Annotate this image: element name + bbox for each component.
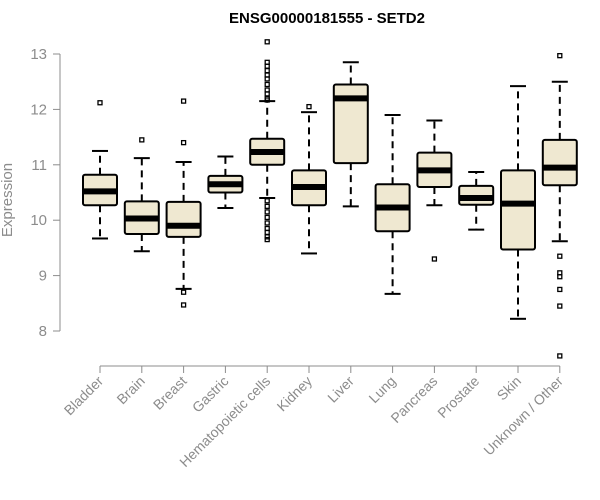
outlier-point: [264, 67, 270, 74]
box-bladder: [82, 100, 118, 240]
outlier-point: [557, 353, 563, 359]
chart-title: ENSG00000181555 - SETD2: [229, 10, 425, 27]
outlier-point: [264, 198, 270, 204]
outlier-point: [264, 97, 270, 103]
box-gastric: [207, 155, 244, 210]
outlier-point: [264, 220, 270, 226]
iqr-box: [541, 138, 578, 187]
box-pancreas: [416, 119, 453, 262]
outlier-point: [264, 234, 270, 240]
box-lung: [374, 113, 411, 295]
outlier-point: [139, 137, 145, 143]
outlier-point: [264, 209, 270, 215]
y-tick-label: 8: [39, 323, 47, 340]
y-tick-label: 11: [31, 157, 47, 174]
x-tick-label: Breast: [150, 373, 190, 413]
iqr-box: [500, 169, 536, 251]
outlier-point: [264, 229, 270, 236]
x-tick-label: Prostate: [434, 373, 482, 421]
outlier-point: [264, 39, 270, 45]
outlier-point: [557, 253, 563, 259]
outlier-point: [264, 81, 270, 88]
y-tick-label: 9: [39, 268, 47, 285]
y-tick-label: 12: [30, 101, 47, 118]
box-hematopoietic-cells: [249, 39, 286, 243]
outlier-point: [264, 63, 270, 69]
outlier-point: [557, 53, 563, 59]
outlier-point: [97, 100, 103, 106]
y-axis-label: Expression: [0, 163, 16, 237]
outlier-point: [180, 289, 187, 295]
outlier-point: [557, 274, 563, 280]
y-axis: 8 9 10 11 12 13: [30, 46, 61, 340]
outlier-point: [264, 236, 270, 243]
box-brain: [123, 137, 160, 253]
outlier-point: [180, 98, 187, 104]
x-tick-label: Brain: [113, 373, 147, 407]
outlier-point: [306, 103, 312, 110]
outlier-point: [557, 303, 563, 309]
box-skin: [500, 85, 536, 320]
outlier-point: [264, 76, 270, 82]
outlier-point: [264, 214, 270, 221]
x-tick-label: Kidney: [274, 373, 316, 415]
y-tick-label: 13: [30, 46, 47, 63]
x-tick-label: Lung: [365, 373, 398, 406]
x-tick-label: Bladder: [61, 373, 107, 419]
box-liver: [332, 61, 369, 208]
x-tick-label: Skin: [494, 373, 525, 404]
x-tick-label: Liver: [324, 373, 357, 406]
box-kidney: [291, 103, 327, 255]
outlier-point: [264, 203, 270, 210]
iqr-box: [165, 200, 202, 238]
outlier-point: [431, 256, 438, 262]
outlier-point: [180, 302, 187, 308]
box-breast: [165, 98, 202, 308]
outlier-point: [264, 91, 270, 97]
y-tick-label: 10: [30, 212, 47, 229]
x-tick-label: Unknown / Other: [480, 373, 566, 459]
outlier-point: [180, 139, 187, 146]
iqr-box: [332, 83, 369, 165]
outlier-point: [557, 286, 563, 293]
box-prostate: [458, 171, 495, 231]
box-series: [82, 39, 578, 359]
box-unknown-other: [541, 53, 578, 359]
